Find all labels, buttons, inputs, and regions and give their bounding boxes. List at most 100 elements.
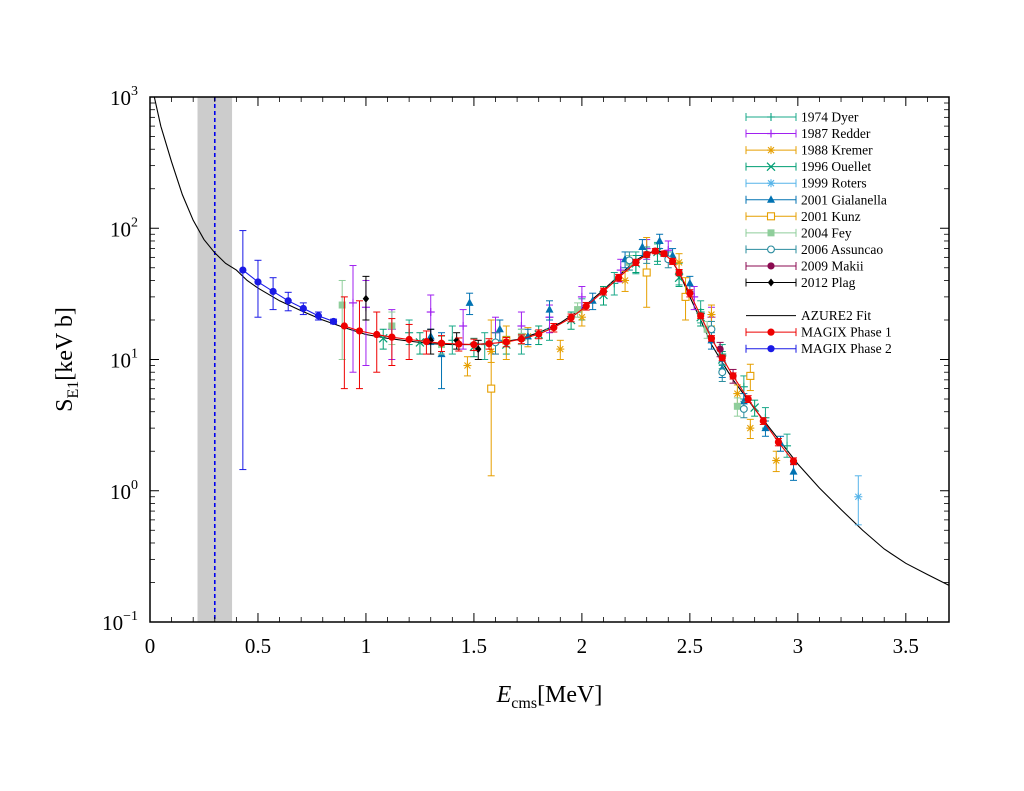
legend-item-2-label: 1988 Kremer xyxy=(801,143,873,158)
series-1996-ouellet-point-1-b xyxy=(415,337,425,347)
series-1988-kremer-point-7 xyxy=(707,310,716,319)
series-magix-phase-1-point-13-shape xyxy=(550,324,558,332)
series-1999-roters xyxy=(854,475,863,526)
series-2012-plag-point-0-shape xyxy=(362,294,370,303)
series-1996-ouellet-point-9-b xyxy=(674,273,684,283)
series-magix-phase-2-point-5-shape xyxy=(314,312,323,320)
series-magix-phase-1-point-5 xyxy=(422,337,431,346)
series-magix-phase-1-point-23-shape xyxy=(675,268,683,277)
series-magix-phase-1-point-3 xyxy=(388,333,396,341)
x-tick-label-0: 0 xyxy=(145,634,156,658)
series-magix-phase-2-point-6 xyxy=(329,317,338,326)
legend-item-6-label: 2001 Kunz xyxy=(801,209,861,224)
legend-item-7-label: 2004 Fey xyxy=(801,225,852,240)
series-1988-kremer xyxy=(463,253,781,473)
series-2004-fey-point-0-shape xyxy=(338,301,346,309)
series-magix-phase-1-point-12 xyxy=(535,330,543,338)
legend-item-5-marker-shape xyxy=(767,195,775,203)
series-magix-phase-1-point-0-shape xyxy=(340,322,348,330)
data-layer xyxy=(239,230,863,526)
legend-item-10: 2012 Plag xyxy=(745,275,856,290)
legend-item-6: 2001 Kunz xyxy=(745,209,861,224)
series-2012-plag-point-3 xyxy=(475,345,482,354)
series-magix-phase-1-point-29 xyxy=(744,395,752,403)
series-1988-kremer-point-5 xyxy=(621,276,630,285)
series-1988-kremer-point-9-b xyxy=(746,424,754,432)
series-2004-fey-point-4-shape xyxy=(574,306,582,314)
y-tick-label-0: 10−1 xyxy=(102,609,138,635)
series-magix-phase-1-point-0 xyxy=(340,322,348,330)
series-magix-phase-1-point-21-shape xyxy=(660,250,668,258)
y-tick-label-2: 101 xyxy=(110,347,138,373)
legend-item-12-label: AZURE2 Fit xyxy=(801,308,871,323)
series-magix-phase-1-point-32 xyxy=(789,457,798,465)
series-magix-phase-1-point-30 xyxy=(759,417,767,425)
legend-item-8-label: 2006 Assuncao xyxy=(801,242,883,257)
legend-item-14: MAGIX Phase 2 xyxy=(745,341,892,356)
legend-item-10-marker xyxy=(767,278,775,287)
series-magix-phase-2 xyxy=(239,230,338,471)
series-magix-phase-1-point-20 xyxy=(651,247,659,255)
series-magix-phase-2-point-4 xyxy=(299,304,307,313)
series-magix-phase-1-point-25 xyxy=(697,312,705,320)
series-1988-kremer-point-3-b xyxy=(556,345,564,353)
legend-item-12: AZURE2 Fit xyxy=(746,308,871,323)
series-2001-kunz-point-0 xyxy=(487,384,496,393)
series-magix-phase-1-point-8-shape xyxy=(470,340,478,349)
series-2006-assuncao-point-5-shape xyxy=(718,368,727,377)
series-2001-kunz-point-2 xyxy=(642,268,651,277)
series-2001-gialanella-point-9 xyxy=(655,236,664,244)
series-2001-gialanella-point-8-shape xyxy=(638,242,647,250)
legend-item-4: 1999 Roters xyxy=(745,176,867,191)
series-magix-phase-1-point-11 xyxy=(517,335,526,343)
series-2001-gialanella-point-11-shape xyxy=(685,278,694,287)
series-magix-phase-1-point-20-shape xyxy=(651,247,659,255)
legend-item-1-marker xyxy=(767,129,775,138)
series-magix-phase-1-point-7 xyxy=(455,340,463,348)
legend-item-0: 1974 Dyer xyxy=(745,110,859,125)
series-1974-dyer-point-12 xyxy=(739,382,748,391)
series-magix-phase-1-point-27-shape xyxy=(718,354,726,362)
series-2001-gialanella-point-15 xyxy=(761,423,770,432)
series-1996-ouellet xyxy=(378,243,760,417)
legend-item-6-marker xyxy=(766,212,776,221)
series-magix-phase-2-point-5 xyxy=(314,312,323,320)
series-magix-phase-1-point-25-shape xyxy=(697,312,705,320)
y-axis-title: SE1[keV b] xyxy=(52,307,82,412)
series-magix-phase-1-point-5-shape xyxy=(422,337,431,346)
series-magix-phase-1-point-11-shape xyxy=(517,335,526,343)
legend-item-9-marker xyxy=(767,262,775,270)
series-magix-phase-1-point-24-shape xyxy=(686,289,694,297)
series-magix-phase-1-point-23 xyxy=(675,268,683,277)
legend-item-3-label: 1996 Ouellet xyxy=(801,159,871,174)
legend-item-7-marker xyxy=(767,229,775,237)
series-2001-gialanella-point-17 xyxy=(789,467,798,475)
series-magix-phase-1-point-28 xyxy=(729,372,737,380)
series-2001-gialanella-point-3-shape xyxy=(495,324,504,333)
series-magix-phase-1-point-31 xyxy=(774,438,783,446)
series-magix-phase-1-point-17 xyxy=(615,274,623,282)
series-1999-roters-point-0-b xyxy=(854,493,862,501)
series-magix-phase-1-point-16-shape xyxy=(599,287,608,296)
series-magix-phase-1-point-32-shape xyxy=(789,457,798,465)
legend-item-13-marker xyxy=(767,328,775,336)
legend-item-8-marker-shape xyxy=(767,245,775,254)
series-magix-phase-1-point-16 xyxy=(599,287,608,296)
legend-item-4-marker-b xyxy=(767,179,775,187)
series-1988-kremer-point-0 xyxy=(463,361,472,370)
series-2004-fey-point-0 xyxy=(338,301,346,309)
legend-item-4-marker xyxy=(767,179,775,188)
x-tick-label-4: 2 xyxy=(577,634,588,658)
legend-item-1-label: 1987 Redder xyxy=(801,126,871,141)
x-tick-label-5: 2.5 xyxy=(677,634,703,658)
series-1988-kremer-point-3 xyxy=(556,345,565,354)
legend-item-13-marker-shape xyxy=(767,328,775,336)
series-magix-phase-1-point-24 xyxy=(686,289,694,297)
y-tick-label-3: 102 xyxy=(110,215,138,241)
series-magix-phase-1-point-8 xyxy=(470,340,478,349)
legend-item-4-label: 1999 Roters xyxy=(801,176,867,191)
legend-item-8: 2006 Assuncao xyxy=(745,242,883,257)
series-2012-plag xyxy=(362,275,482,360)
legend-item-13: MAGIX Phase 1 xyxy=(745,325,892,340)
